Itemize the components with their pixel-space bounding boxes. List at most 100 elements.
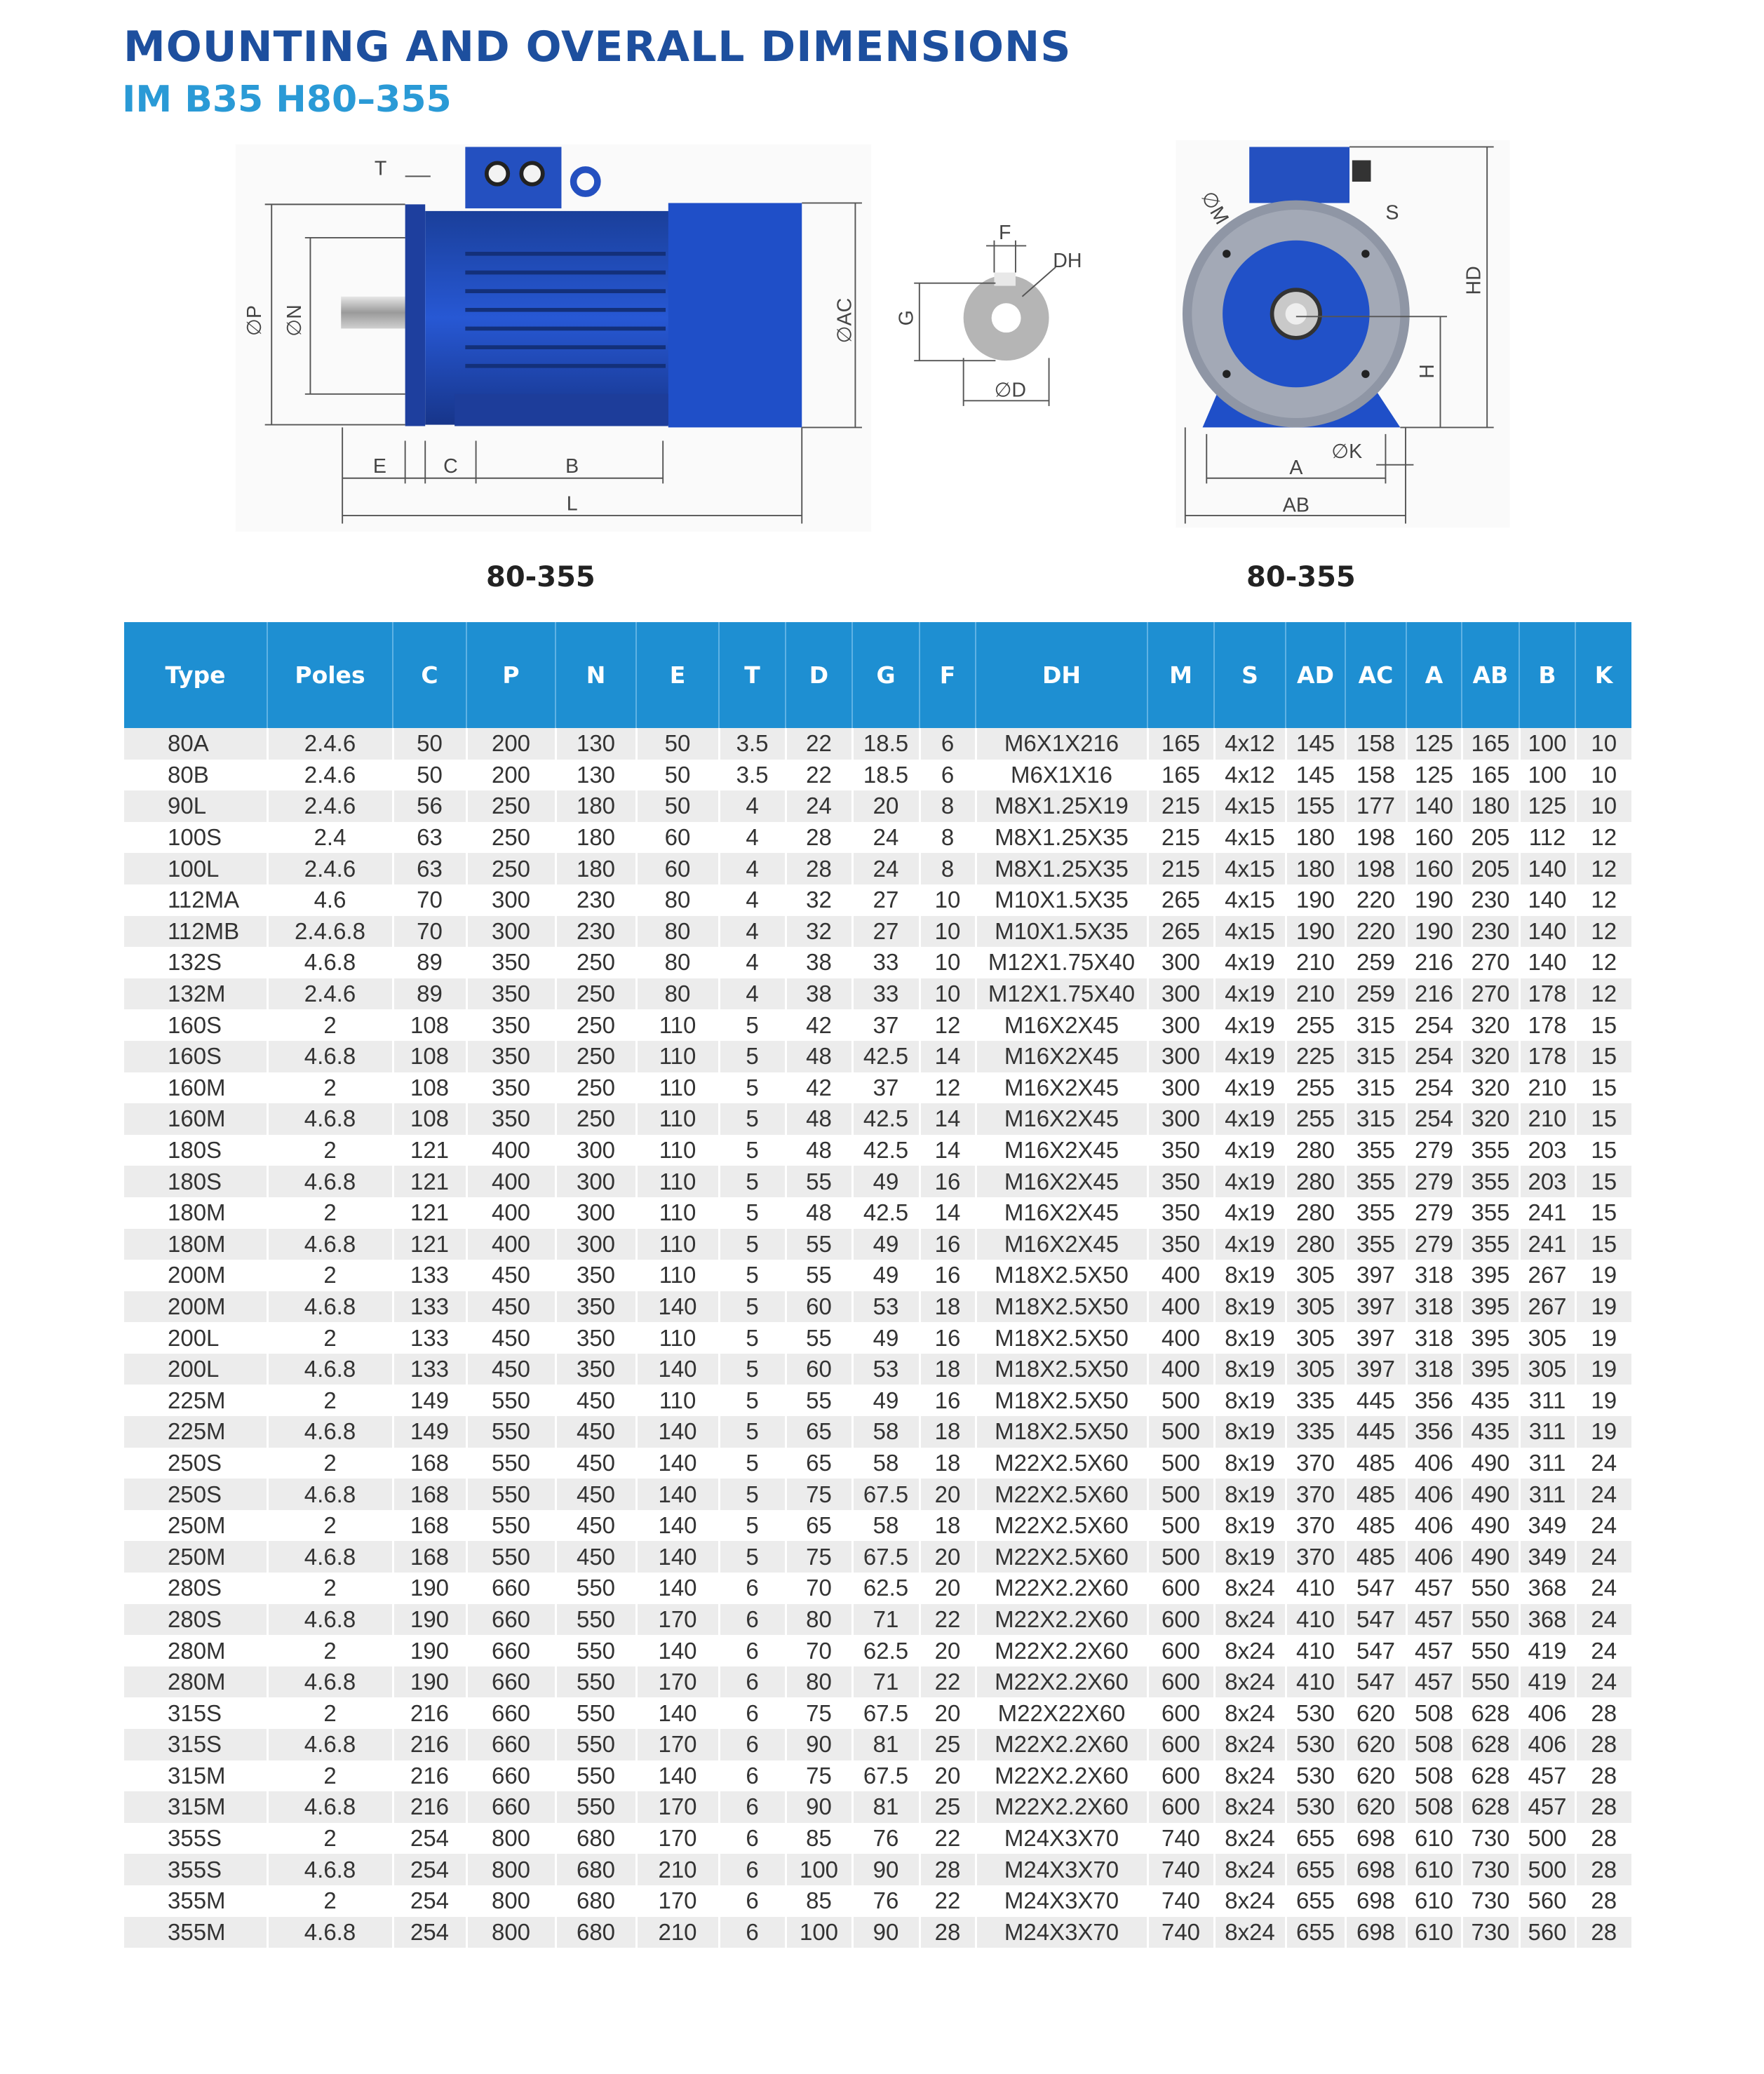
cell-e: 110: [635, 1134, 719, 1166]
cell-ad: 305: [1284, 1322, 1345, 1354]
cell-g: 42.5: [851, 1103, 920, 1135]
cell-poles: 4.6.8: [266, 1166, 393, 1197]
column-header-n: N: [555, 622, 636, 728]
cell-m: 300: [1146, 1072, 1214, 1104]
cell-poles: 4.6.8: [266, 1729, 393, 1760]
column-header-s: S: [1213, 622, 1286, 728]
cell-type: 250M: [168, 1512, 226, 1539]
cell-a: 508: [1405, 1760, 1462, 1792]
cell-k: 15: [1574, 1197, 1631, 1229]
cell-e: 50: [635, 759, 719, 791]
cell-e: 80: [635, 978, 719, 1010]
cell-d: 42: [784, 1009, 852, 1041]
cell-ad: 410: [1284, 1573, 1345, 1604]
table-row: 225M 2 149 550 450 110 5 55 49 16 M18X2.5X50 500 8x1…: [124, 1385, 1631, 1417]
cell-k: 28: [1574, 1697, 1631, 1729]
cell-n: 300: [554, 1134, 636, 1166]
cell-ab: 355: [1460, 1197, 1519, 1229]
cell-g: 53: [851, 1291, 920, 1323]
cell-m: 600: [1146, 1697, 1214, 1729]
cell-e: 210: [635, 1854, 719, 1885]
cell-ac: 315: [1344, 1009, 1406, 1041]
cell-f: 20: [918, 1760, 976, 1792]
cell-n: 350: [554, 1260, 636, 1291]
cell-dh: M18X2.5X50: [974, 1385, 1147, 1417]
cell-n: 680: [554, 1854, 636, 1885]
cell-m: 350: [1146, 1166, 1214, 1197]
cell-c: 216: [391, 1760, 466, 1792]
table-row: 250M 2 168 550 450 140 5 65 58 18 M22X2.5X60 500 8x1…: [124, 1509, 1631, 1542]
cell-dh: M22X22X60: [974, 1697, 1147, 1729]
cell-f: 28: [918, 1916, 976, 1948]
cell-t: 5: [718, 1291, 786, 1323]
cell-f: 14: [918, 1103, 976, 1135]
cell-d: 80: [784, 1603, 852, 1636]
cell-ab: 550: [1460, 1635, 1519, 1666]
table-body: 80A 2.4.6 50 200 130 50 3.5 22 18.5 6 M6X1X216 165 4…: [124, 728, 1631, 1948]
cell-ab: 355: [1460, 1166, 1519, 1197]
cell-b: 267: [1518, 1291, 1575, 1323]
cell-dh: M8X1.25X35: [974, 821, 1147, 854]
table-row: 225M 4.6.8 149 550 450 140 5 65 58 18 M18X2.5X50 50…: [124, 1416, 1631, 1448]
cell-t: 6: [718, 1603, 786, 1636]
cell-f: 20: [918, 1697, 976, 1729]
cell-g: 76: [851, 1822, 920, 1854]
cell-ab: 320: [1460, 1103, 1519, 1135]
cell-m: 500: [1146, 1479, 1214, 1510]
cell-d: 80: [784, 1666, 852, 1698]
cell-m: 300: [1146, 978, 1214, 1010]
cell-c: 108: [391, 1072, 466, 1104]
cell-poles: 2.4: [266, 821, 393, 854]
cell-ab: 730: [1460, 1822, 1519, 1854]
cell-ab: 435: [1460, 1385, 1519, 1417]
cell-d: 75: [784, 1760, 852, 1792]
cell-b: 500: [1518, 1822, 1575, 1854]
cell-ac: 698: [1344, 1885, 1406, 1917]
cell-p: 660: [465, 1573, 556, 1604]
table-row: 132M 2.4.6 89 350 250 80 4 38 33 10 M12X1.75X40 300…: [124, 978, 1631, 1010]
cell-ab: 165: [1460, 728, 1519, 760]
cell-poles: 2: [266, 1697, 393, 1729]
cell-dh: M18X2.5X50: [974, 1322, 1147, 1354]
cell-f: 20: [918, 1635, 976, 1666]
motor-feet: [455, 393, 668, 426]
motor-side-view: [235, 144, 872, 532]
cell-c: 254: [391, 1885, 466, 1917]
cell-n: 250: [554, 1072, 636, 1104]
table-row: 160M 2 108 350 250 110 5 42 37 12 M16X2X45 300 4x19 2…: [124, 1072, 1631, 1104]
cell-ac: 397: [1344, 1353, 1406, 1385]
cell-s: 8x19: [1213, 1353, 1286, 1385]
cell-ad: 210: [1284, 978, 1345, 1010]
cell-n: 250: [554, 1103, 636, 1135]
cell-poles: 4.6.8: [266, 1479, 393, 1510]
table-row: 355S 2 254 800 680 170 6 85 76 22 M24X3X70 740 8x24 6…: [124, 1822, 1631, 1854]
cell-ac: 547: [1344, 1603, 1406, 1636]
cell-ad: 370: [1284, 1447, 1345, 1479]
cell-k: 15: [1574, 1040, 1631, 1072]
cell-ac: 547: [1344, 1635, 1406, 1666]
cell-n: 130: [554, 728, 636, 760]
cell-a: 406: [1405, 1541, 1462, 1573]
cell-e: 110: [635, 1166, 719, 1197]
cell-g: 49: [851, 1166, 920, 1197]
cell-n: 450: [554, 1509, 636, 1542]
cell-ac: 698: [1344, 1822, 1406, 1854]
cell-g: 37: [851, 1072, 920, 1104]
cell-poles: 2: [266, 1822, 393, 1854]
cell-t: 6: [718, 1729, 786, 1760]
cell-c: 216: [391, 1791, 466, 1823]
cell-e: 50: [635, 790, 719, 822]
cell-g: 24: [851, 853, 920, 884]
cell-f: 28: [918, 1854, 976, 1885]
table-row: 200M 4.6.8 133 450 350 140 5 60 53 18 M18X2.5X50 40…: [124, 1291, 1631, 1323]
dim-label-p: ∅P: [243, 305, 266, 336]
cell-d: 28: [784, 821, 852, 854]
cell-poles: 2: [266, 1322, 393, 1354]
cell-d: 55: [784, 1228, 852, 1260]
cell-ab: 490: [1460, 1479, 1519, 1510]
table-header-row: Type Poles C P N E T D G F DH M S AD AC A AB B K: [124, 622, 1631, 728]
cell-c: 149: [391, 1385, 466, 1417]
cell-ad: 280: [1284, 1166, 1345, 1197]
cell-b: 349: [1518, 1541, 1575, 1573]
cell-dh: M18X2.5X50: [974, 1260, 1147, 1291]
